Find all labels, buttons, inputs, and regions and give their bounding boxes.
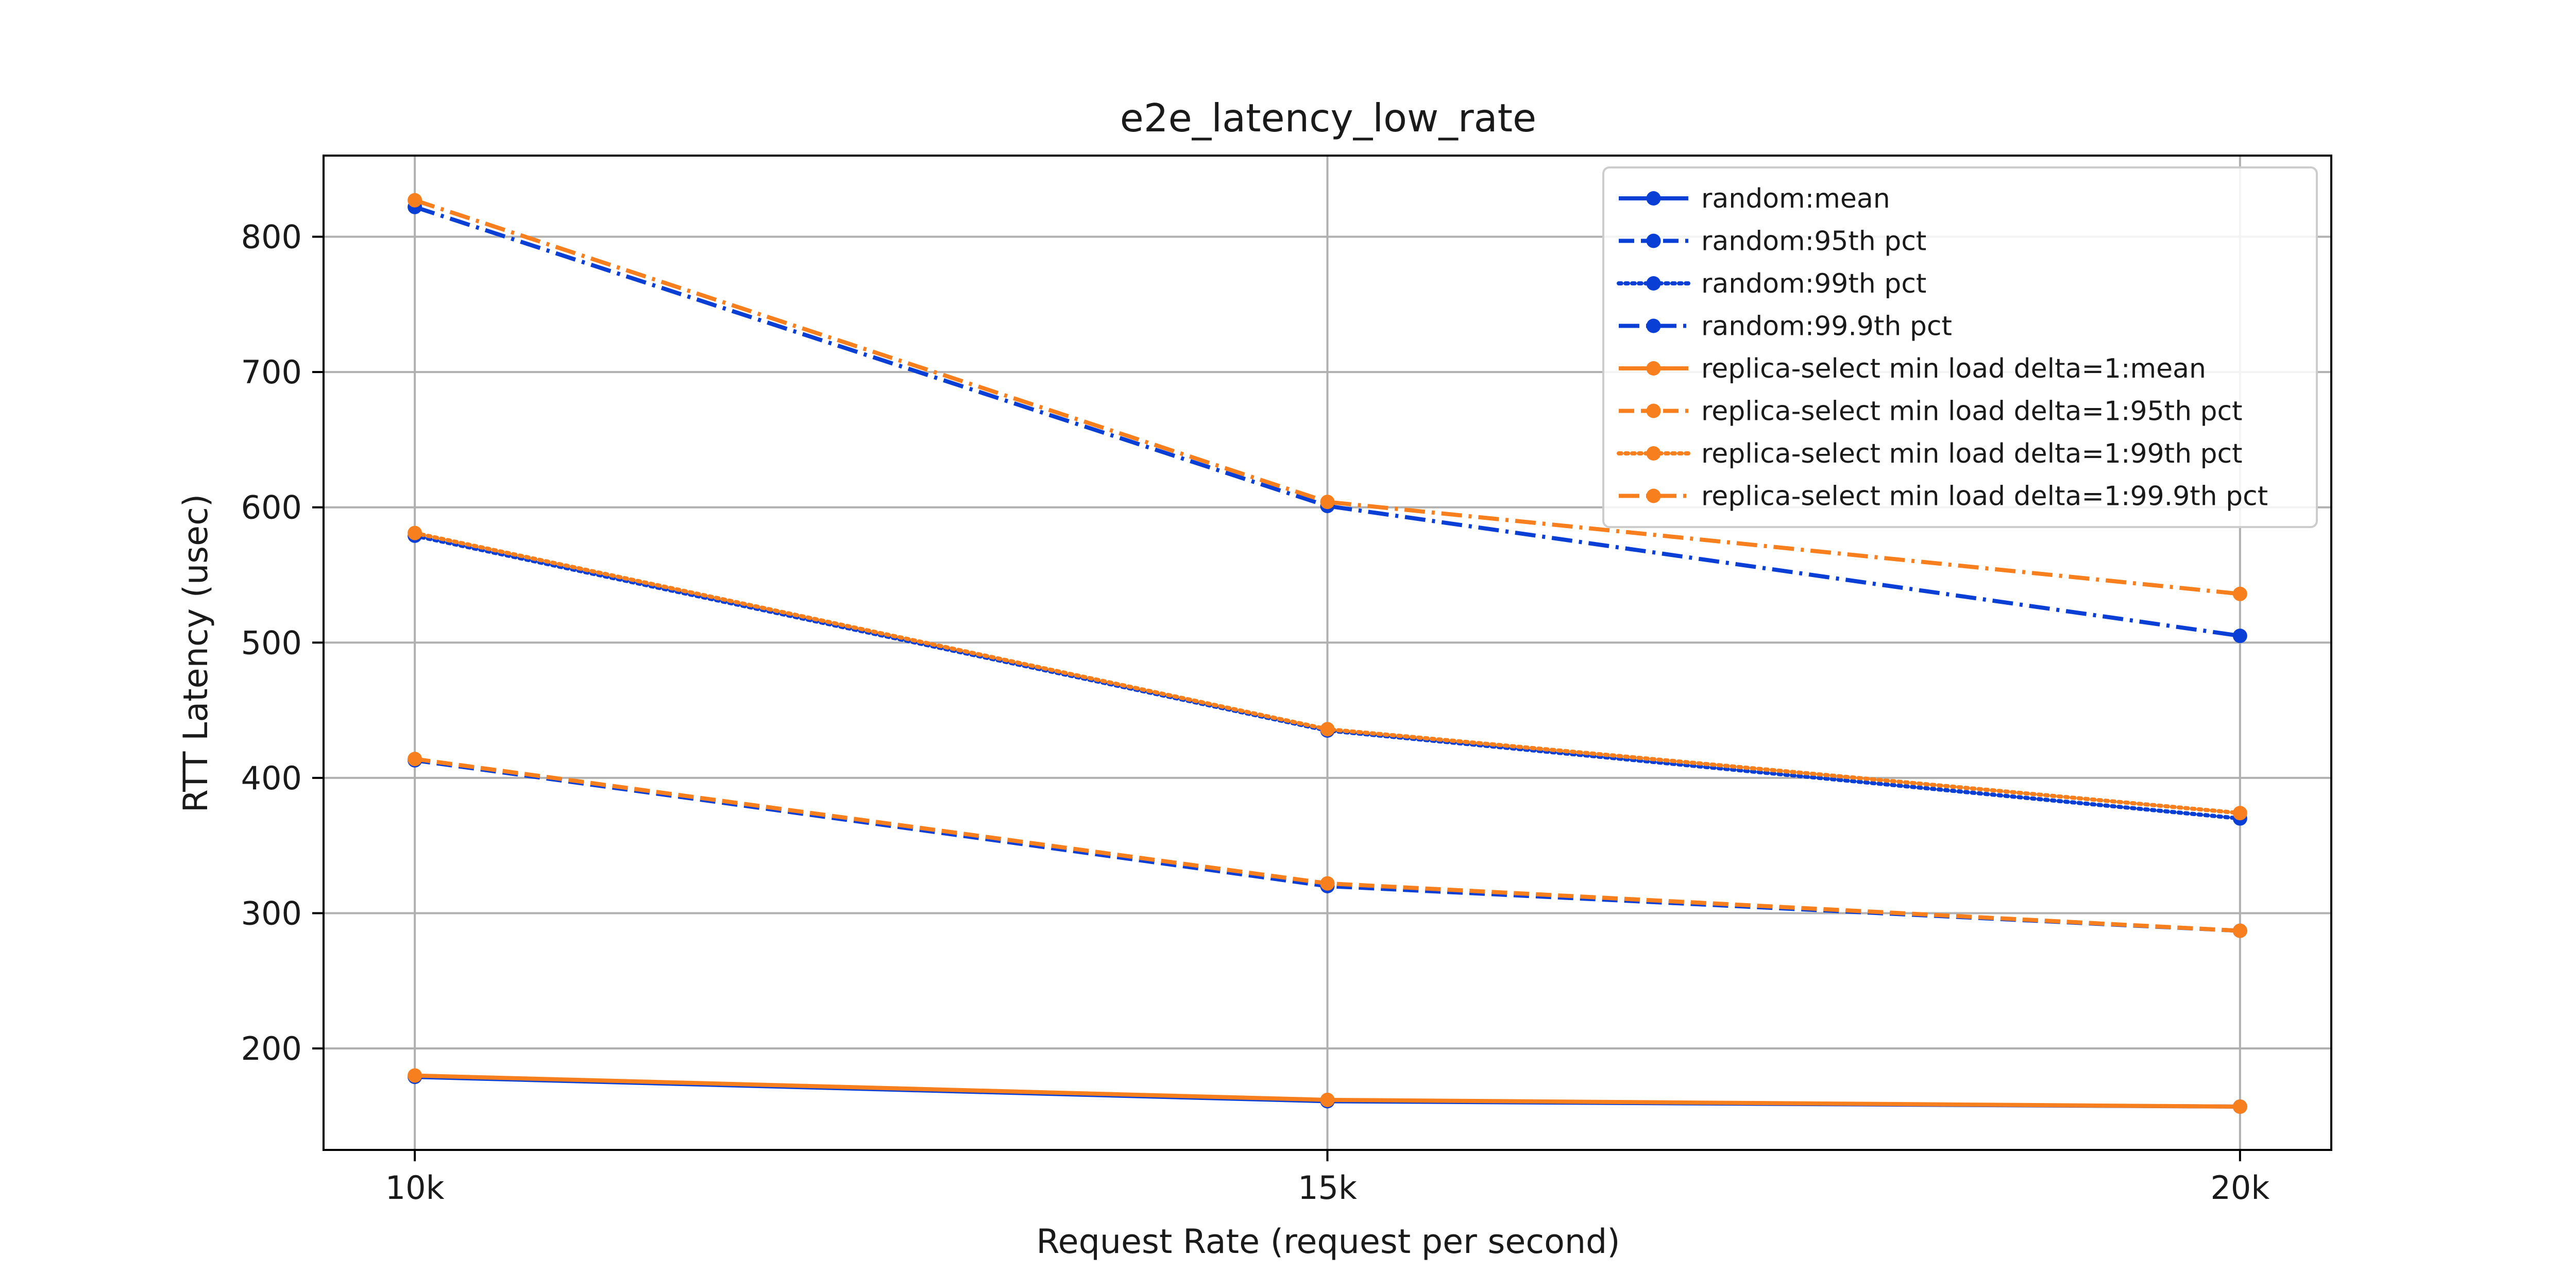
series-4-point (2232, 1099, 2247, 1114)
legend-swatch-marker (1646, 191, 1661, 206)
x-axis-label: Request Rate (request per second) (1036, 1223, 1620, 1261)
y-tick-label: 600 (241, 489, 302, 527)
series-3-point (2232, 629, 2247, 643)
x-tick-label: 20k (2210, 1169, 2269, 1207)
series-layer (408, 193, 2247, 1114)
legend-swatch-marker (1646, 361, 1661, 376)
series-3-line (414, 205, 2241, 638)
legend-label: replica-select min load delta=1:99th pct (1701, 438, 2243, 469)
legend-label: random:99.9th pct (1701, 311, 1952, 342)
legend-label: replica-select min load delta=1:mean (1701, 353, 2206, 384)
x-tick-label: 15k (1298, 1169, 1357, 1207)
series-6-point (408, 526, 422, 540)
legend-label: replica-select min load delta=1:95th pct (1701, 396, 2243, 427)
y-axis-label: RTT Latency (usec) (177, 494, 215, 812)
y-tick-label: 300 (241, 894, 302, 932)
series-6-point (1320, 722, 1335, 737)
legend: random:mean random:95th pct random:99th pc… (1602, 166, 2318, 528)
series-7-point (2232, 586, 2247, 601)
series-7-point (1320, 495, 1335, 510)
series-6-point (2232, 806, 2247, 821)
series-7-line (414, 198, 2241, 596)
tick-layer: 10k 15k 20k 200 300 400 500 600 700 800 (241, 218, 2270, 1207)
legend-swatch-marker (1646, 318, 1661, 333)
y-tick-label: 200 (241, 1030, 302, 1067)
series-4-point (1320, 1092, 1335, 1107)
y-tick-label: 800 (241, 218, 302, 256)
y-tick-label: 700 (241, 353, 302, 391)
legend-label: random:mean (1701, 183, 1890, 214)
series-7-point (408, 193, 422, 208)
legend-swatch-marker (1646, 403, 1661, 418)
y-tick-label: 400 (241, 759, 302, 797)
series-5-point (1320, 876, 1335, 891)
legend-swatch-marker (1646, 446, 1661, 461)
series-4-point (408, 1068, 422, 1083)
legend-label: replica-select min load delta=1:99.9th p… (1701, 481, 2268, 512)
legend-swatch-marker (1646, 233, 1661, 248)
legend-swatch-marker (1646, 276, 1661, 291)
series-5-point (2232, 923, 2247, 938)
chart-title: e2e_latency_low_rate (1120, 95, 1536, 141)
legend-label: random:99th pct (1701, 268, 1926, 299)
x-tick-label: 10k (385, 1169, 445, 1207)
legend-label: random:95th pct (1701, 226, 1926, 257)
legend-box (1602, 166, 2318, 528)
y-tick-label: 500 (241, 624, 302, 662)
series-5-point (408, 752, 422, 767)
legend-swatch-marker (1646, 488, 1661, 503)
